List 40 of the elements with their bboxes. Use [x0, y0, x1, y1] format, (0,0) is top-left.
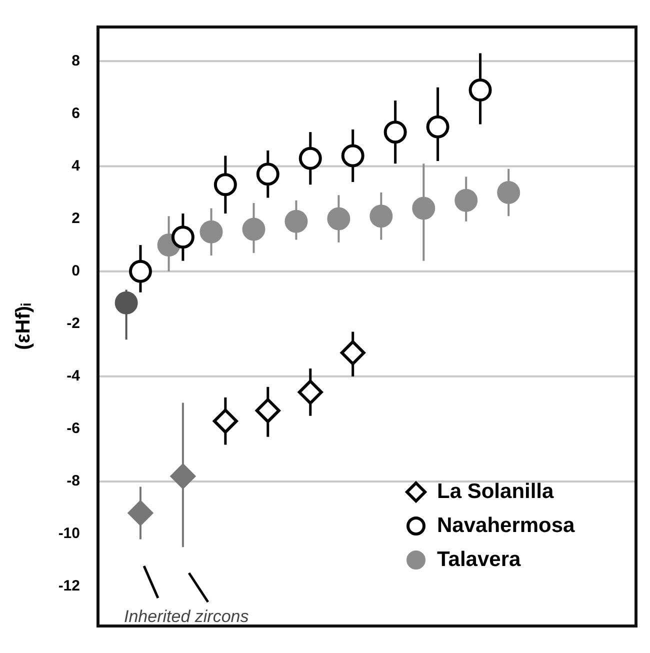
y-tick-label: 2 [72, 210, 80, 227]
y-tick-label: -10 [58, 525, 80, 542]
point [256, 162, 280, 186]
point [114, 291, 138, 314]
legend-label: Talavera [437, 548, 521, 572]
point [340, 340, 366, 366]
point [170, 464, 196, 489]
point [200, 220, 223, 244]
point [214, 173, 237, 196]
point [327, 207, 350, 230]
y-tick-label: -2 [66, 315, 80, 332]
point [212, 408, 238, 434]
y-tick-label: -8 [66, 472, 80, 490]
y-tick-label: 0 [72, 262, 80, 280]
y-tick-label: 4 [72, 157, 81, 174]
point [298, 146, 322, 170]
point [128, 500, 153, 526]
point [370, 204, 393, 228]
point [341, 144, 364, 168]
legend-label: La Solanilla [437, 480, 554, 504]
point [298, 380, 323, 405]
point [128, 260, 152, 283]
annotation: Inherited zircons [124, 607, 249, 627]
y-tick-label: 8 [72, 52, 80, 70]
y-axis-title: (εHf)ᵢ [12, 302, 35, 350]
point [497, 181, 520, 204]
point [171, 226, 194, 249]
point [255, 398, 280, 424]
y-tick-label: -12 [58, 578, 80, 595]
point [284, 210, 308, 233]
y-tick-label: 6 [72, 104, 80, 122]
y-tick-label: -6 [66, 420, 80, 438]
point [426, 115, 450, 138]
point [454, 188, 478, 212]
point [384, 120, 407, 144]
point [412, 196, 436, 220]
y-tick-label: -4 [66, 368, 81, 385]
point [242, 218, 266, 241]
point [468, 78, 492, 102]
legend-label: Navahermosa [437, 514, 575, 538]
